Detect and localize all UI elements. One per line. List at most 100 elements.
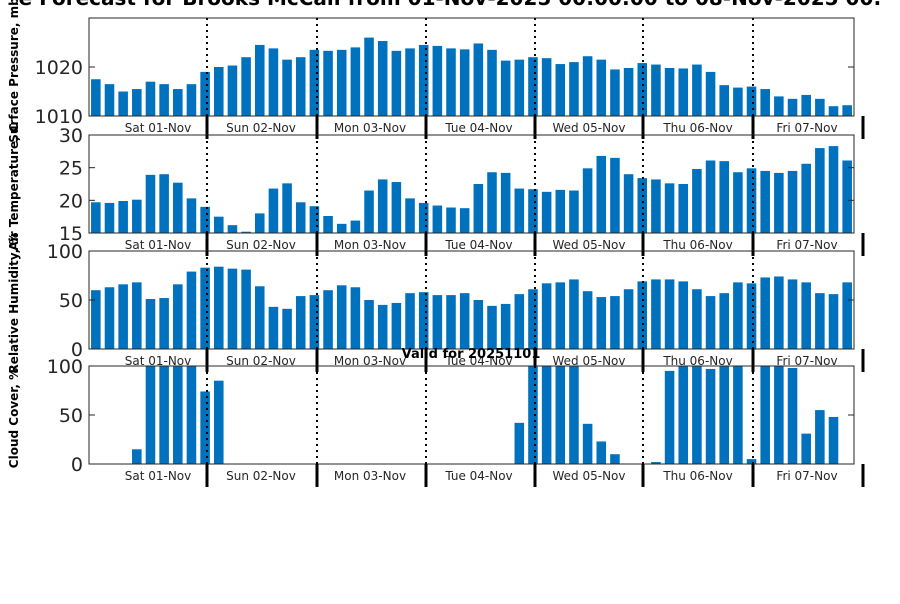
bar xyxy=(842,105,852,116)
y-tick-label: 50 xyxy=(59,405,83,427)
bar xyxy=(801,282,811,349)
bar xyxy=(214,266,224,349)
y-axis-label: Surface Pressure, mb xyxy=(7,0,21,143)
bar xyxy=(145,81,156,116)
bar xyxy=(200,267,210,349)
y-tick-label: 1010 xyxy=(35,106,83,128)
bar xyxy=(678,184,689,233)
bar xyxy=(268,188,279,233)
bar xyxy=(241,269,251,349)
bar xyxy=(692,289,702,349)
bar xyxy=(555,64,566,116)
bar xyxy=(295,57,306,116)
bar xyxy=(828,294,839,349)
bar xyxy=(336,285,347,349)
bar xyxy=(528,366,538,464)
bar xyxy=(610,454,620,464)
bar xyxy=(159,298,169,349)
x-day-label: Sun 02-Nov xyxy=(226,121,296,135)
bar xyxy=(569,366,579,464)
bar xyxy=(719,161,729,233)
bar xyxy=(651,462,661,464)
bar xyxy=(610,157,620,233)
bar xyxy=(541,283,552,349)
bar xyxy=(774,276,784,349)
bar xyxy=(528,57,538,116)
bar xyxy=(91,290,101,349)
bar xyxy=(582,168,593,233)
bar xyxy=(842,282,852,349)
bar xyxy=(350,220,361,233)
bar xyxy=(268,48,279,116)
y-axis-label: Cloud Cover, % xyxy=(7,368,21,468)
bar xyxy=(610,296,620,349)
y-tick-label: 20 xyxy=(59,190,83,212)
bar xyxy=(186,84,197,116)
bar xyxy=(173,366,183,464)
bar xyxy=(760,277,770,349)
bar xyxy=(815,98,825,116)
bar xyxy=(664,279,675,349)
bar xyxy=(705,368,716,464)
bar xyxy=(391,302,402,349)
bar xyxy=(391,50,402,116)
chart-panel-cloud-cover: 0 50 100 Cloud Cover, % Sat 01-Nov Sun 02-Nov… xyxy=(7,356,865,487)
bar xyxy=(678,281,689,349)
x-day-label: Tue 04-Nov xyxy=(444,121,512,135)
bar xyxy=(254,286,265,349)
bar xyxy=(214,380,224,464)
bar xyxy=(309,295,320,349)
bar xyxy=(118,200,128,233)
bar xyxy=(815,410,825,464)
bar xyxy=(637,63,648,116)
axes-frame xyxy=(88,134,855,234)
bar xyxy=(405,198,415,233)
x-day-label: Tue 04-Nov xyxy=(444,469,512,483)
bar xyxy=(118,91,128,116)
bar xyxy=(432,205,443,233)
bar xyxy=(350,47,361,116)
bar xyxy=(760,170,770,233)
bar xyxy=(200,71,210,116)
bar xyxy=(842,160,852,233)
x-day-label: Wed 05-Nov xyxy=(553,354,626,368)
bar xyxy=(459,293,470,349)
bar xyxy=(787,279,798,349)
bar xyxy=(746,86,757,116)
x-day-label: Thu 06-Nov xyxy=(662,238,732,252)
bar xyxy=(692,168,702,233)
bar xyxy=(664,370,675,464)
chart-panel-air-temperature-c: 15 20 25 30 Air Temperature, C Sat 01-Nov Sun … xyxy=(7,123,865,256)
y-tick-label: 15 xyxy=(59,223,83,245)
bar xyxy=(295,202,306,233)
bar xyxy=(555,282,566,349)
bar xyxy=(541,58,552,116)
x-day-label: Mon 03-Nov xyxy=(334,238,406,252)
bar xyxy=(514,294,525,349)
bar xyxy=(787,367,798,464)
bar xyxy=(418,44,429,117)
bar xyxy=(569,190,579,233)
figure-title: e Forecast for Brooks McCall from 01-Nov… xyxy=(19,0,882,10)
x-day-label: Thu 06-Nov xyxy=(662,354,732,368)
bar xyxy=(692,366,702,464)
bar xyxy=(227,65,238,116)
bar xyxy=(282,59,292,116)
bar xyxy=(159,174,169,233)
bar xyxy=(159,366,169,464)
bar xyxy=(801,94,811,116)
chart-panel-surface-pressure-mb: 1010 1020 Surface Pressure, mb Sat 01-Nov Su… xyxy=(7,0,865,143)
bar xyxy=(186,366,197,464)
x-day-label: Mon 03-Nov xyxy=(334,354,406,368)
bar xyxy=(487,172,497,233)
bar xyxy=(487,49,497,116)
bar xyxy=(173,182,183,233)
bar xyxy=(692,64,702,116)
bar xyxy=(733,282,743,349)
bar xyxy=(145,366,156,464)
bar xyxy=(186,198,197,233)
x-day-label: Wed 05-Nov xyxy=(553,121,626,135)
bar xyxy=(132,199,142,233)
bar xyxy=(282,308,292,349)
